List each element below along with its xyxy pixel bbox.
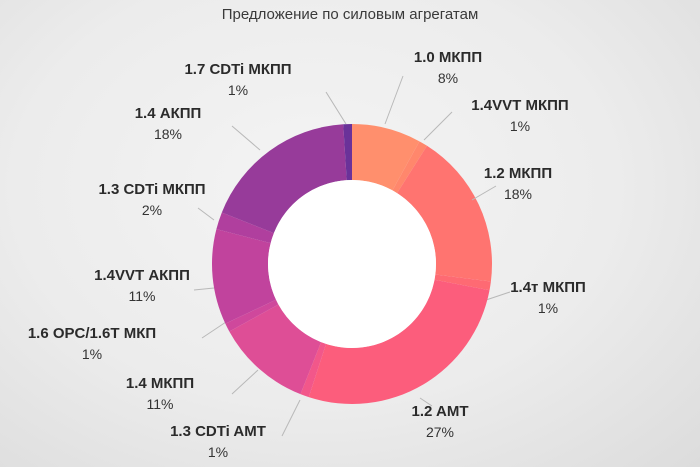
donut-slice (397, 145, 492, 282)
donut-slice (300, 342, 327, 398)
slice-name: 1.7 CDTi МКПП (184, 61, 292, 78)
slice-label: 1.4VVT МКПП 1% (471, 96, 568, 136)
slice-label: 1.2 МКПП 18% (484, 164, 552, 204)
slice-name: 1.4т МКПП (510, 279, 586, 296)
slice-percent: 11% (128, 288, 156, 304)
slice-percent: 8% (437, 70, 459, 86)
chart-title: Предложение по силовым агрегатам (221, 6, 479, 23)
donut-slice (229, 304, 322, 395)
slice-name: 1.2 AMT (411, 403, 469, 420)
donut-slice (392, 141, 428, 194)
slice-percent: 1% (227, 82, 249, 98)
slice-label: 1.0 МКПП 8% (414, 48, 482, 88)
slice-label: 1.7 CDTi МКПП 1% (184, 60, 291, 100)
leader-line (471, 185, 497, 201)
leader-line (384, 75, 404, 125)
slice-label: 1.3 CDTi AMT 1% (170, 422, 266, 462)
donut-slice (212, 229, 276, 324)
slice-percent: 2% (141, 202, 163, 218)
donut-slice (352, 124, 420, 191)
leader-line (423, 111, 453, 141)
donut-slice (225, 299, 279, 332)
leader-line (201, 321, 227, 339)
slice-name: 1.0 МКПП (413, 49, 483, 66)
leader-line (419, 397, 433, 407)
leader-line (193, 287, 215, 291)
slice-name: 1.4VVT МКПП (471, 97, 569, 114)
leader-line (197, 207, 215, 221)
donut-hole (268, 180, 436, 348)
slice-name: 1.2 МКПП (483, 165, 553, 182)
slice-name: 1.6 OPC/1.6T МКП (27, 325, 157, 342)
slice-percent: 1% (81, 346, 103, 362)
slice-label: 1.4VVT АКПП 11% (94, 266, 190, 306)
slice-name: 1.4 МКПП (125, 375, 195, 392)
donut-slice (216, 212, 274, 244)
slice-name: 1.3 CDTi AMT (170, 423, 266, 440)
slice-percent: 1% (207, 444, 229, 460)
donut-slice (343, 124, 352, 181)
leader-line (231, 369, 259, 395)
donut-slice (308, 279, 490, 404)
leader-line (281, 399, 301, 437)
slice-label: 1.2 AMT 27% (412, 402, 469, 442)
slice-name: 1.4 АКПП (134, 105, 202, 122)
leader-line (485, 291, 511, 301)
slice-name: 1.3 CDTi МКПП (98, 181, 206, 198)
slice-name: 1.4VVT АКПП (94, 267, 190, 284)
donut-slice (434, 274, 491, 291)
slice-percent: 11% (146, 396, 174, 412)
slice-label: 1.4 АКПП 18% (135, 104, 202, 144)
slice-label: 1.4т МКПП 1% (510, 278, 586, 318)
slice-label: 1.6 OPC/1.6T МКП 1% (28, 324, 156, 364)
slice-label: 1.3 CDTi МКПП 2% (98, 180, 205, 220)
slice-percent: 27% (425, 424, 455, 440)
slice-percent: 18% (503, 186, 533, 202)
slice-percent: 1% (537, 300, 559, 316)
donut-slice (221, 124, 347, 234)
slice-label: 1.4 МКПП 11% (126, 374, 194, 414)
leader-line (325, 91, 347, 125)
slice-percent: 1% (509, 118, 531, 134)
leader-line (231, 125, 261, 151)
slice-percent: 18% (153, 126, 183, 142)
